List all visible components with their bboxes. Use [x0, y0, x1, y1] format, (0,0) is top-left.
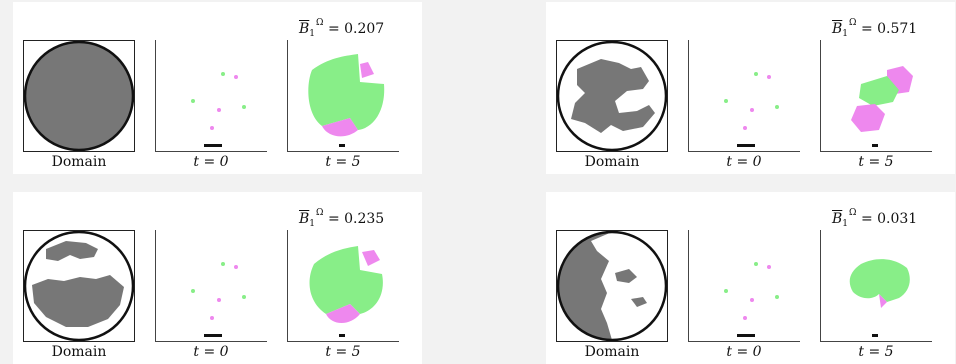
plot-t5	[287, 40, 399, 152]
figure-panel-1: B1Ω = 0.207 Domain t = 0 t = 5	[13, 2, 422, 174]
scale-bar	[737, 144, 755, 147]
scale-bar	[872, 334, 878, 337]
time-label-t0: t = 0	[193, 344, 229, 360]
time-label-t5: t = 5	[325, 344, 361, 360]
metric-label: B1Ω = 0.031	[832, 208, 918, 229]
metric-label: B1Ω = 0.235	[299, 208, 385, 229]
scale-bar	[204, 144, 222, 147]
plot-t5	[287, 230, 399, 342]
scale-bar	[339, 144, 345, 147]
domain-image	[23, 230, 135, 342]
plot-t0	[688, 230, 800, 342]
figure-panel-4: B1Ω = 0.031 Domain t = 0 t = 5	[546, 192, 955, 364]
plot-t5	[820, 40, 932, 152]
domain-label: Domain	[584, 344, 640, 360]
scale-bar	[737, 334, 755, 337]
time-label-t5: t = 5	[325, 154, 361, 170]
domain-image	[556, 40, 668, 152]
plot-t0	[688, 40, 800, 152]
metric-label: B1Ω = 0.571	[832, 18, 918, 39]
time-label-t5: t = 5	[858, 154, 894, 170]
time-label-t5: t = 5	[858, 344, 894, 360]
domain-label: Domain	[584, 154, 640, 170]
metric-label: B1Ω = 0.207	[299, 18, 385, 39]
plot-t0	[155, 40, 267, 152]
domain-image	[556, 230, 668, 342]
time-label-t0: t = 0	[193, 154, 229, 170]
scale-bar	[339, 334, 345, 337]
scale-bar	[204, 334, 222, 337]
plot-t0	[155, 230, 267, 342]
domain-label: Domain	[51, 344, 107, 360]
domain-image	[23, 40, 135, 152]
plot-t5	[820, 230, 932, 342]
domain-label: Domain	[51, 154, 107, 170]
scale-bar	[872, 144, 878, 147]
time-label-t0: t = 0	[726, 344, 762, 360]
time-label-t0: t = 0	[726, 154, 762, 170]
figure-panel-3: B1Ω = 0.235 Domain t = 0 t = 5	[13, 192, 422, 364]
figure-panel-2: B1Ω = 0.571 Domain t = 0 t = 5	[546, 2, 955, 174]
